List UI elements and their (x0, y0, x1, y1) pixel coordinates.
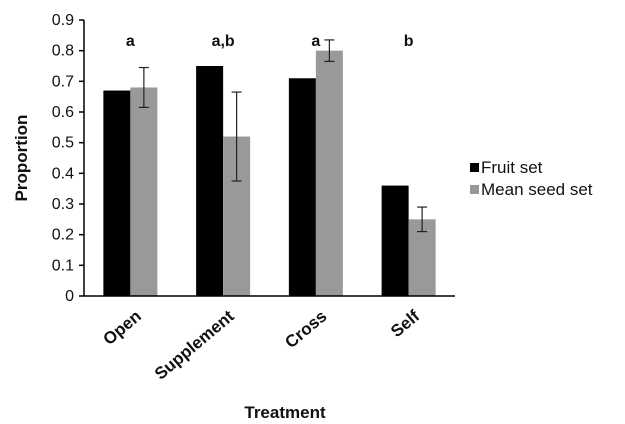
significance-labels: a a,b a b (126, 33, 414, 50)
significance-label: a (311, 33, 320, 50)
x-axis-categories: Open Supplement Cross Self (99, 306, 423, 383)
error-bars (138, 39, 428, 233)
legend-swatch (470, 163, 479, 172)
x-category-label: Supplement (151, 306, 238, 383)
legend-swatch (470, 185, 479, 194)
y-tick-label: 0.6 (52, 104, 74, 121)
legend-label: Mean seed set (481, 180, 593, 199)
significance-label: a,b (212, 33, 235, 50)
bar-fruit-set (103, 90, 131, 297)
y-tick-label: 0.5 (52, 135, 74, 152)
y-tick-label: 0.8 (52, 43, 74, 60)
y-tick-label: 0.2 (52, 227, 74, 244)
bar-fruit-set (288, 78, 316, 297)
x-category-label: Open (99, 307, 144, 349)
legend: Fruit set Mean seed set (470, 158, 593, 199)
x-axis-title: Treatment (244, 403, 326, 422)
bar-fruit-set (196, 66, 224, 296)
bar-fruit-set (381, 185, 409, 296)
y-tick-label: 0.4 (52, 165, 74, 182)
x-category-label: Self (387, 306, 423, 341)
legend-label: Fruit set (481, 158, 543, 177)
significance-label: b (404, 33, 414, 50)
bar-mean-seed-set (130, 87, 158, 296)
bar-mean-seed-set (315, 50, 343, 296)
y-tick-label: 0 (65, 288, 74, 305)
y-axis-ticks: 0 0.1 0.2 0.3 0.4 0.5 0.6 0.7 0.8 0.9 (52, 12, 84, 305)
y-tick-label: 0.3 (52, 196, 74, 213)
y-tick-label: 0.1 (52, 257, 74, 274)
y-axis-title: Proportion (12, 115, 31, 202)
x-category-label: Cross (281, 307, 330, 353)
bars (103, 50, 436, 297)
significance-label: a (126, 33, 135, 50)
y-tick-label: 0.7 (52, 73, 74, 90)
y-tick-label: 0.9 (52, 12, 74, 29)
